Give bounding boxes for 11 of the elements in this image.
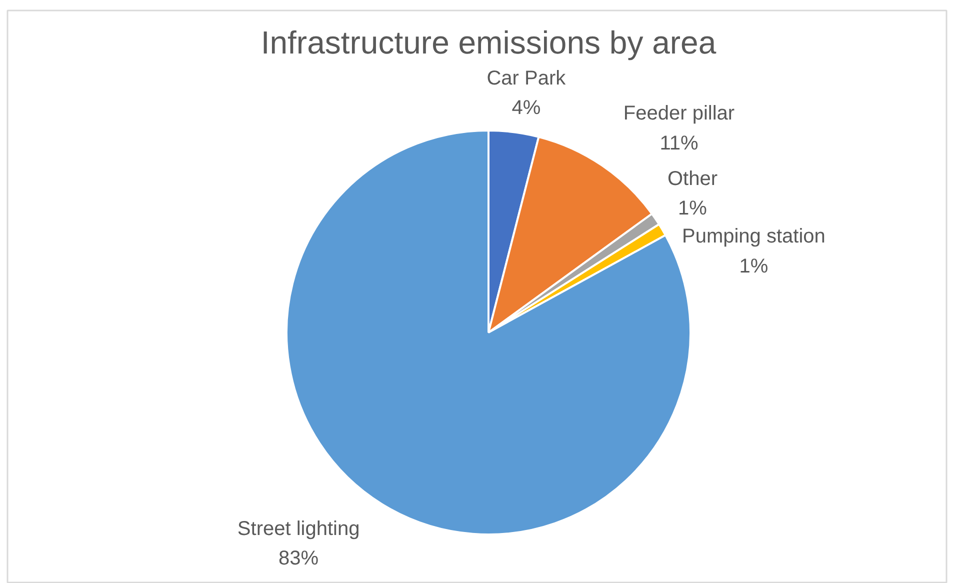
- slice-label: Pumping station: [682, 226, 826, 248]
- data-label: 83%: [278, 548, 319, 570]
- data-label: 4%: [512, 97, 541, 120]
- slice-label: Other: [667, 168, 718, 190]
- data-label: 11%: [660, 132, 698, 154]
- data-label: 1%: [739, 255, 768, 278]
- chart-title: Infrastructure emissions by area: [260, 24, 716, 60]
- slice-label: Street lighting: [237, 518, 360, 540]
- slice-label: Car Park: [486, 67, 567, 90]
- data-label: 1%: [678, 198, 708, 220]
- slice-label: Feeder pillar: [623, 102, 735, 125]
